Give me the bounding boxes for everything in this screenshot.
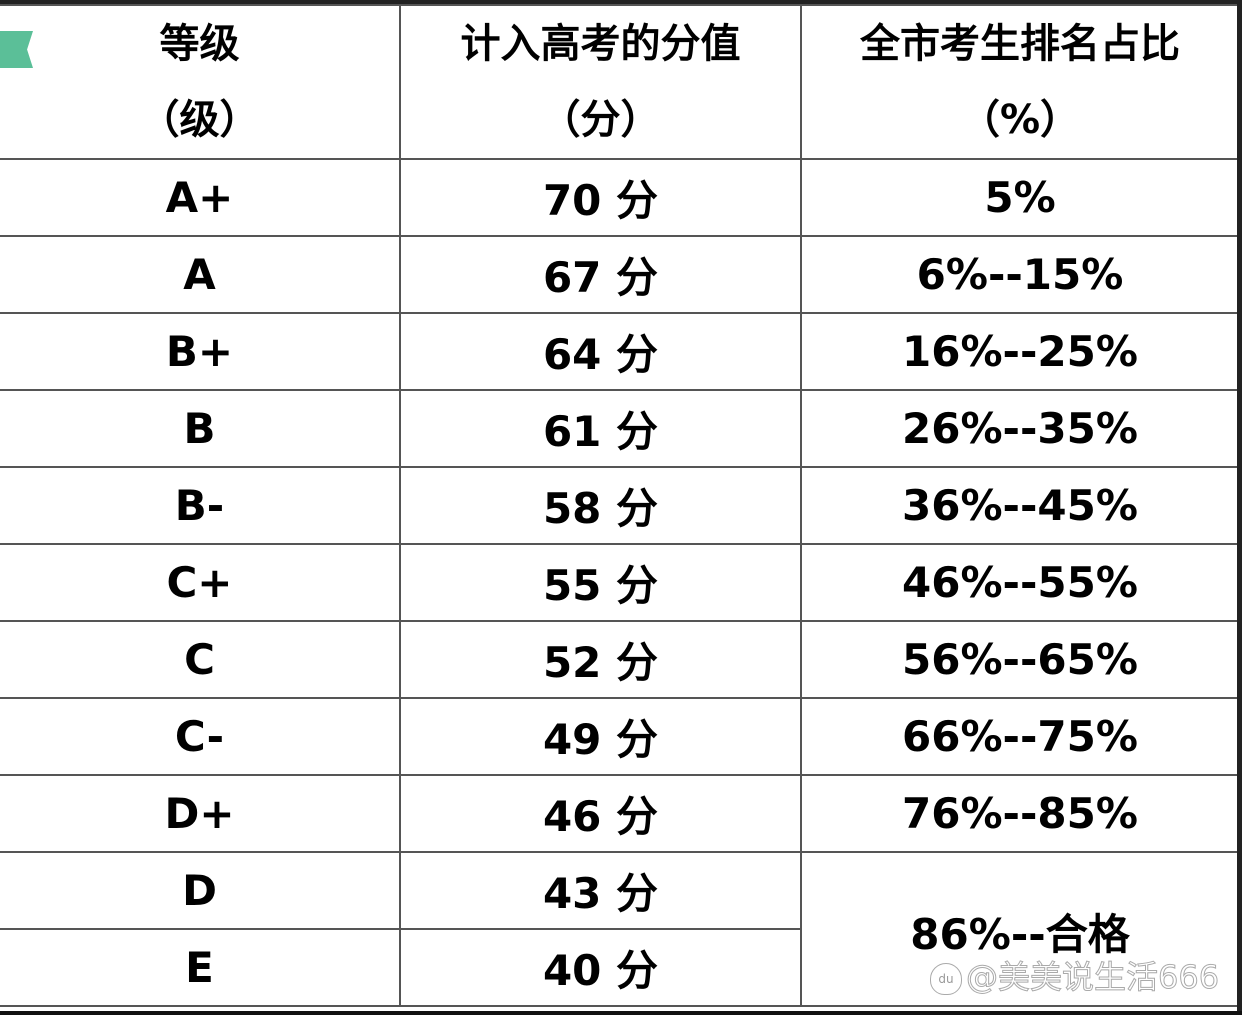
- header-score: 计入高考的分值 （分）: [399, 4, 802, 160]
- baidu-paw-icon: du: [930, 963, 962, 995]
- score-cell: 43 分: [399, 851, 802, 930]
- header-text: 计入高考的分值: [460, 21, 741, 67]
- table-row: C+ 55 分 46%--55%: [0, 543, 1240, 622]
- table-row: B- 58 分 36%--45%: [0, 466, 1240, 545]
- rank-cell: 26%--35%: [800, 389, 1240, 468]
- score-cell: 67 分: [399, 235, 802, 314]
- table-row: B 61 分 26%--35%: [0, 389, 1240, 468]
- rank-cell: 66%--75%: [800, 697, 1240, 776]
- rank-cell: 5%: [800, 158, 1240, 237]
- table-row: E 40 分: [0, 928, 1239, 1007]
- grade-cell: A+: [0, 158, 401, 237]
- header-unit: （%）: [959, 97, 1081, 143]
- grade-cell: A: [0, 235, 401, 314]
- header-grade: 等级 （级）: [0, 4, 401, 160]
- rank-cell: 56%--65%: [800, 620, 1240, 699]
- score-cell: 58 分: [399, 466, 802, 545]
- table-row: A+ 70 分 5%: [0, 158, 1240, 237]
- merged-rank-text: 86%--合格: [910, 909, 1130, 959]
- score-cell: 52 分: [399, 620, 802, 699]
- table-row: D+ 46 分 76%--85%: [0, 774, 1240, 853]
- header-rank: 全市考生排名占比 （%）: [800, 4, 1240, 160]
- watermark: du @美美说生活666: [930, 952, 1220, 998]
- rank-cell: 16%--25%: [800, 312, 1240, 391]
- score-cell: 46 分: [399, 774, 802, 853]
- table-row: C 52 分 56%--65%: [0, 620, 1240, 699]
- score-cell: 64 分: [399, 312, 802, 391]
- header-unit: （分）: [540, 97, 661, 143]
- table-row: A 67 分 6%--15%: [0, 235, 1240, 314]
- grade-cell: B-: [0, 466, 401, 545]
- header-text: 全市考生排名占比: [860, 21, 1180, 67]
- rank-cell: 46%--55%: [800, 543, 1240, 622]
- score-cell: 70 分: [399, 158, 802, 237]
- rank-cell: 76%--85%: [800, 774, 1240, 853]
- grade-cell: E: [0, 928, 401, 1007]
- rank-cell: 6%--15%: [800, 235, 1240, 314]
- table-row: C- 49 分 66%--75%: [0, 697, 1240, 776]
- grade-cell: D+: [0, 774, 401, 853]
- score-cell: 61 分: [399, 389, 802, 468]
- table-row: D 43 分 86%--合格: [0, 851, 1240, 1007]
- grade-cell: C-: [0, 697, 401, 776]
- header-unit: （级）: [139, 97, 260, 143]
- table-row: B+ 64 分 16%--25%: [0, 312, 1240, 391]
- rank-cell-merged: 86%--合格: [800, 851, 1240, 1007]
- grade-score-table: 等级 （级） 计入高考的分值 （分） 全市考生排名占比 （%） A+ 70 分 5% A 67…: [0, 4, 1240, 1007]
- grade-cell: B+: [0, 312, 401, 391]
- top-border: [0, 0, 1242, 4]
- header-text: 等级: [159, 21, 240, 67]
- bottom-border: [0, 1011, 1242, 1015]
- grade-cell: C+: [0, 543, 401, 622]
- rank-cell: 36%--45%: [800, 466, 1240, 545]
- grade-cell: D: [0, 851, 401, 930]
- table-header-row: 等级 （级） 计入高考的分值 （分） 全市考生排名占比 （%）: [0, 4, 1240, 160]
- grade-cell: C: [0, 620, 401, 699]
- right-border: [1237, 0, 1242, 1015]
- score-cell: 55 分: [399, 543, 802, 622]
- score-cell: 40 分: [399, 928, 802, 1007]
- grade-cell: B: [0, 389, 401, 468]
- watermark-text: @美美说生活666: [965, 958, 1220, 997]
- score-cell: 49 分: [399, 697, 802, 776]
